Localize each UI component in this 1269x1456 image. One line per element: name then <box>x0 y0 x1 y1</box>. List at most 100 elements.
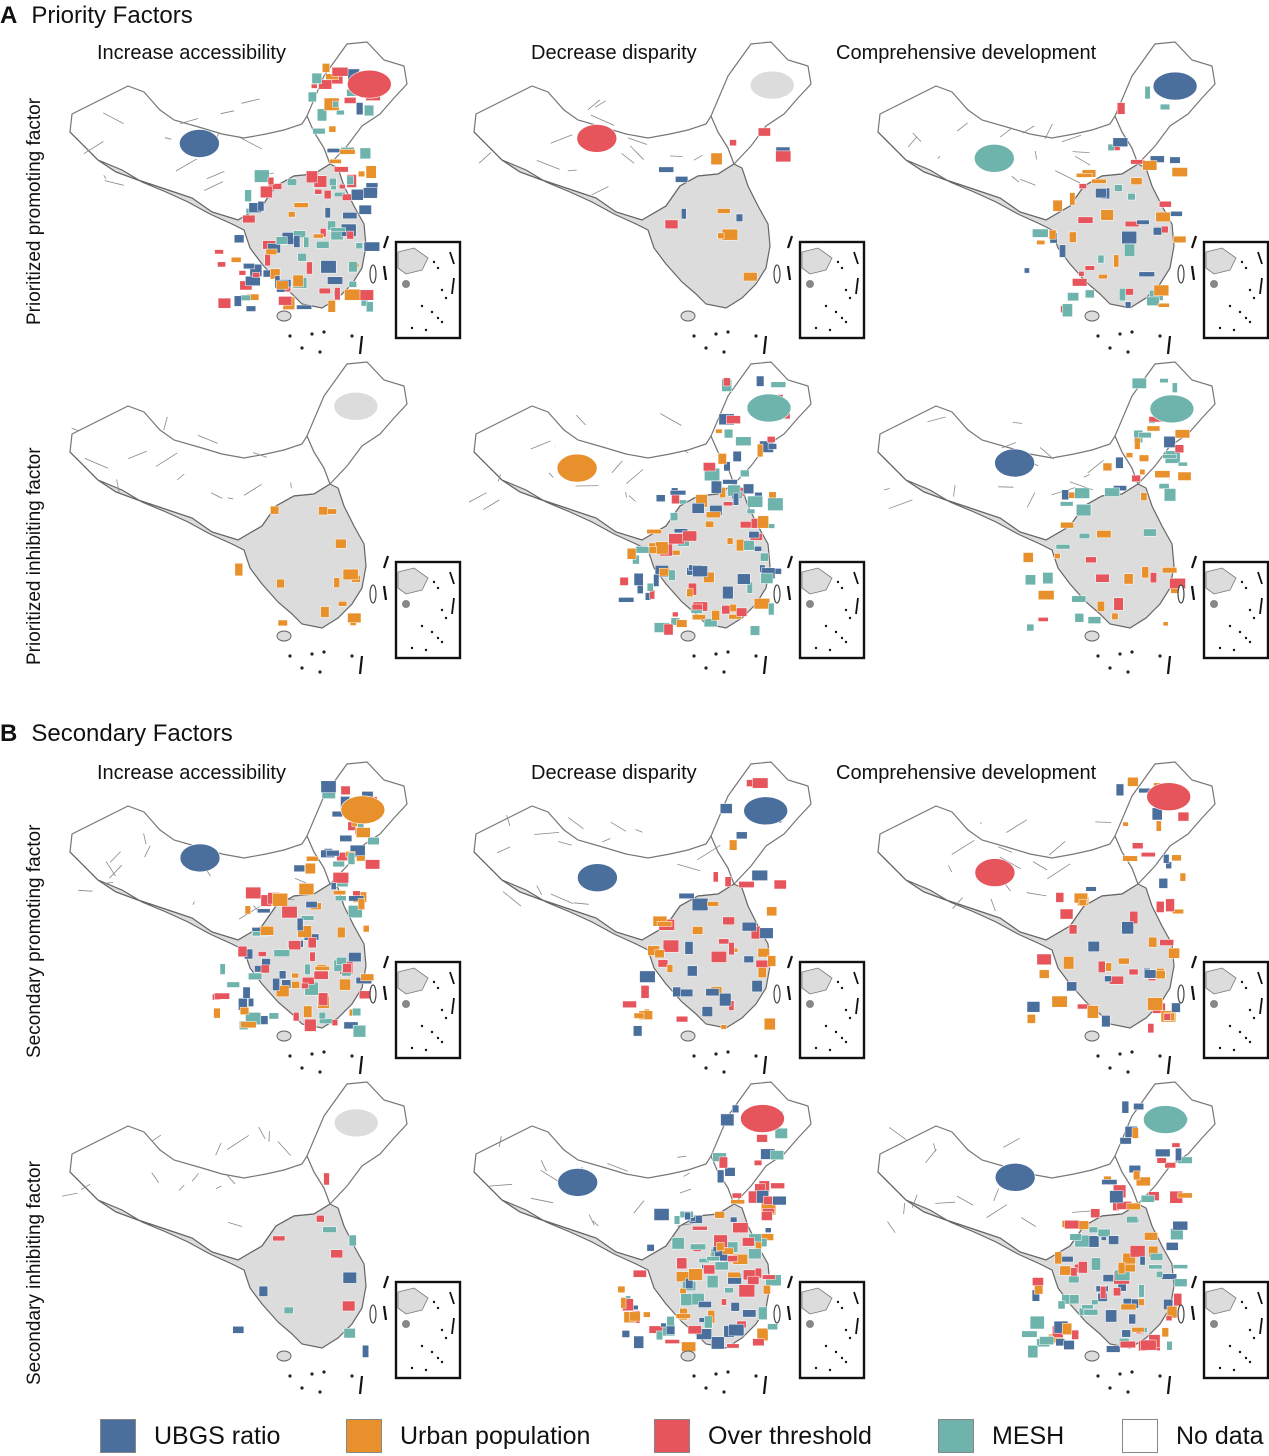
prefecture-patch-ubgs <box>705 988 720 997</box>
province-boundary <box>179 118 199 124</box>
legend-swatch-nodata <box>1122 1419 1158 1453</box>
map-panel-r2-c2 <box>870 756 1269 1086</box>
province-boundary <box>502 891 522 907</box>
inset-dash <box>451 1317 455 1335</box>
scs-island-dot <box>1108 346 1112 350</box>
northeast-region-outline <box>306 1081 408 1206</box>
taiwan-island <box>1177 584 1185 604</box>
prefecture-patch-ubgs <box>1172 1220 1188 1231</box>
prefecture-patch-mesh <box>1091 1299 1099 1306</box>
inset-dash <box>449 251 455 265</box>
prefecture-patch-mesh <box>348 261 358 273</box>
prefecture-patch-over <box>1099 1285 1107 1299</box>
prefecture-patch-urban <box>1155 820 1162 832</box>
province-boundary <box>630 145 644 160</box>
prefecture-patch-ubgs <box>259 1015 269 1025</box>
prefecture-patch-over <box>281 906 298 919</box>
scs-island-dot <box>322 1050 326 1054</box>
prefecture-patch-mesh <box>1127 193 1136 201</box>
inset-island-dot <box>848 1016 852 1020</box>
eastern-region-base <box>69 1171 367 1349</box>
prefecture-patch-over <box>318 992 329 1006</box>
prefecture-patch-urban <box>1063 956 1075 970</box>
highlighted-region <box>576 124 618 153</box>
china-map-svg <box>877 761 1269 1075</box>
province-boundary <box>625 492 627 498</box>
inset-coast <box>1205 567 1237 595</box>
prefecture-patch-mesh <box>1088 1226 1099 1234</box>
prefecture-patch-mesh <box>770 381 787 388</box>
prefecture-patch-mesh <box>1085 289 1095 299</box>
inset-island-dot <box>848 296 852 300</box>
inset-island-dot <box>814 1366 818 1370</box>
prefecture-patch-over <box>732 1222 749 1234</box>
prefecture-patch-over <box>672 611 679 618</box>
prefecture-patch-over <box>762 1195 773 1205</box>
prefecture-patch-over <box>1068 924 1078 935</box>
prefecture-patch-over <box>664 219 679 230</box>
scs-island-dot <box>714 1372 718 1376</box>
inset-island-dot <box>814 326 818 330</box>
province-boundary <box>215 1185 222 1190</box>
prefecture-patch-ubgs <box>324 207 331 219</box>
prefecture-patch-mesh <box>1173 1278 1188 1287</box>
inset-dash <box>451 997 455 1015</box>
prefecture-patch-ubgs <box>1143 969 1157 979</box>
legend-label-ubgs: UBGS ratio <box>154 1421 281 1450</box>
scs-island-dot <box>692 654 696 658</box>
inset-island-dot <box>410 326 414 330</box>
prefecture-patch-mesh <box>352 1007 362 1017</box>
prefecture-patch-over <box>323 1172 330 1186</box>
prefecture-patch-over <box>342 1300 356 1312</box>
inset-island-dot <box>844 1328 848 1332</box>
inset-island-dot <box>424 1368 428 1372</box>
prefecture-patch-urban <box>729 839 738 851</box>
province-boundary <box>83 141 104 155</box>
prefecture-patch-mesh <box>1149 1252 1164 1261</box>
prefecture-patch-urban <box>1111 612 1119 620</box>
province-boundary <box>290 482 292 489</box>
scs-island-dot <box>714 1052 718 1056</box>
prefecture-patch-urban <box>722 1247 734 1255</box>
prefecture-patch-urban <box>753 598 770 610</box>
prefecture-patch-over <box>214 992 230 1000</box>
prefecture-patch-urban <box>629 1311 641 1322</box>
prefecture-patch-urban <box>656 921 673 927</box>
province-boundary <box>986 1204 1008 1218</box>
inset-island-dot <box>444 1336 448 1340</box>
prefecture-patch-mesh <box>332 100 339 108</box>
scs-island-dot <box>1158 334 1162 338</box>
taiwan-island <box>773 584 781 604</box>
prefecture-patch-urban <box>757 443 764 458</box>
prefecture-patch-mesh <box>268 1012 280 1020</box>
prefecture-patch-urban <box>1122 855 1138 862</box>
province-boundary <box>683 1172 690 1177</box>
prefecture-patch-mesh <box>1062 303 1073 317</box>
inset-island-dot <box>844 640 848 644</box>
prefecture-patch-over <box>334 287 341 301</box>
inset-island-dot <box>844 1040 848 1044</box>
province-boundary <box>607 1163 628 1172</box>
province-boundary <box>84 458 109 469</box>
prefecture-patch-urban <box>688 1268 703 1281</box>
prefecture-patch-mesh <box>1107 143 1115 151</box>
province-boundary <box>990 898 996 912</box>
inset-island-dot <box>1248 640 1252 644</box>
prefecture-patch-mesh <box>1146 296 1160 306</box>
inset-island-dot <box>1232 648 1236 652</box>
prefecture-patch-ubgs <box>1106 1345 1121 1353</box>
prefecture-patch-mesh <box>666 1316 675 1327</box>
prefecture-patch-ubgs <box>691 897 709 911</box>
scs-island-dot <box>318 670 322 674</box>
prefecture-patch-ubgs <box>233 295 242 307</box>
prefecture-patch-urban <box>313 233 324 239</box>
prefecture-patch-over <box>1055 892 1065 903</box>
section-b-title: Secondary Factors <box>31 720 233 747</box>
inset-island-dot <box>436 586 440 590</box>
prefecture-patch-over <box>331 1019 339 1026</box>
south-china-sea-inset <box>394 240 462 340</box>
prefecture-patch-ubgs <box>1055 1338 1066 1347</box>
prefecture-patch-urban <box>1155 211 1171 223</box>
prefecture-patch-urban <box>735 538 745 552</box>
province-boundary <box>1055 170 1081 184</box>
